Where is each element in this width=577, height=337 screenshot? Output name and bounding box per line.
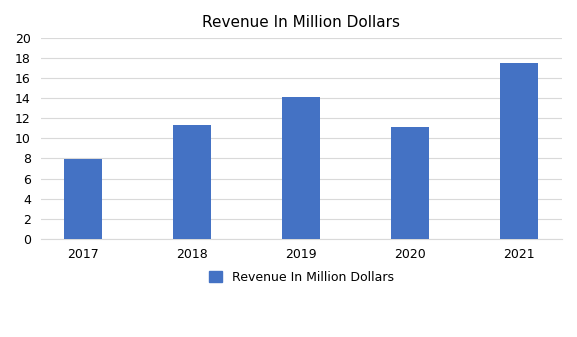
Bar (64, 159, 103, 239)
Bar (282, 97, 320, 239)
Title: Revenue In Million Dollars: Revenue In Million Dollars (203, 15, 400, 30)
Bar (391, 127, 429, 239)
Legend: Revenue In Million Dollars: Revenue In Million Dollars (204, 266, 399, 289)
Bar (500, 63, 538, 239)
Bar (173, 125, 211, 239)
